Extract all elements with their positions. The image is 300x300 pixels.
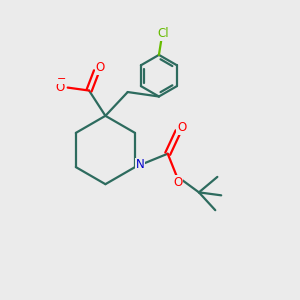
Text: N: N bbox=[136, 158, 145, 171]
Text: O: O bbox=[56, 81, 65, 94]
Text: −: − bbox=[57, 74, 66, 84]
Text: O: O bbox=[177, 122, 186, 134]
Text: O: O bbox=[95, 61, 105, 74]
Text: Cl: Cl bbox=[158, 27, 169, 40]
Text: O: O bbox=[173, 176, 183, 189]
